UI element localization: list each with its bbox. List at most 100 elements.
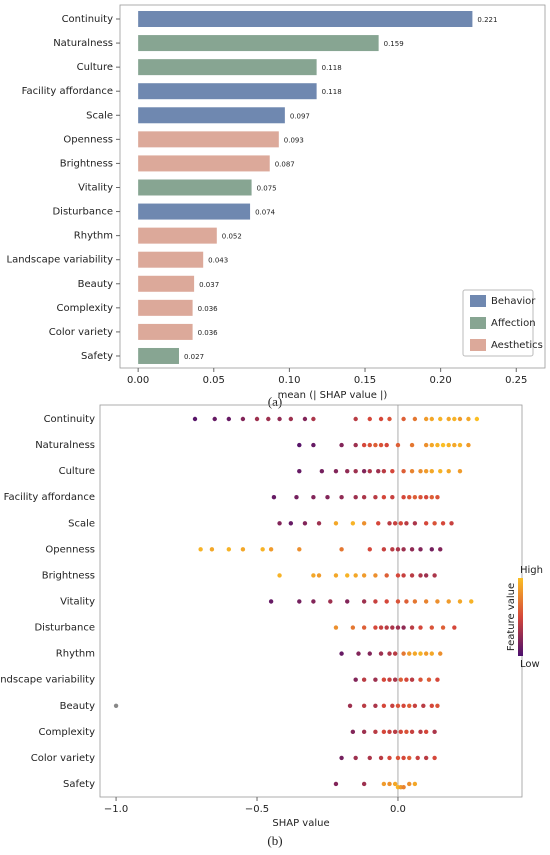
point <box>435 677 440 682</box>
point <box>381 468 387 474</box>
point <box>457 599 463 604</box>
point <box>395 547 401 552</box>
point <box>277 416 282 422</box>
point <box>418 651 423 656</box>
y-tick-label: Culture <box>77 62 113 73</box>
legend-swatch <box>470 339 486 351</box>
point <box>381 781 387 787</box>
point <box>277 573 282 578</box>
panel-caption: (b) <box>267 833 282 848</box>
bar <box>138 203 251 220</box>
x-tick-label: 0.00 <box>127 375 149 386</box>
point <box>401 416 406 422</box>
point <box>240 416 246 422</box>
point <box>429 547 434 552</box>
point <box>353 416 358 422</box>
x-axis-label: mean (| SHAP value |) <box>278 390 388 401</box>
colorbar-high: High <box>520 565 543 576</box>
point <box>381 547 387 552</box>
x-tick-label: −1.0 <box>104 804 128 815</box>
point <box>311 495 316 500</box>
point <box>350 729 356 735</box>
value-label: 0.052 <box>222 233 242 241</box>
point <box>395 442 401 448</box>
point <box>401 573 406 578</box>
point <box>401 703 406 708</box>
y-tick-label: Brightness <box>60 158 113 169</box>
point <box>466 416 471 422</box>
y-tick-label: Complexity <box>57 303 114 314</box>
bar <box>138 35 379 52</box>
point <box>423 599 429 604</box>
point <box>412 703 418 708</box>
point <box>409 442 415 448</box>
point <box>311 599 316 604</box>
point <box>407 651 412 656</box>
point <box>423 755 429 761</box>
point <box>423 442 429 448</box>
point <box>390 547 395 552</box>
point <box>266 416 271 422</box>
value-label: 0.036 <box>198 305 219 313</box>
point <box>423 521 429 526</box>
y-tick-label: Disturbance <box>34 623 95 634</box>
point <box>423 495 429 500</box>
point <box>373 599 378 604</box>
point <box>353 573 358 578</box>
x-tick-label: 0.20 <box>430 375 452 386</box>
point <box>466 442 471 448</box>
point <box>457 442 463 448</box>
point <box>319 468 325 474</box>
point <box>226 547 232 552</box>
point <box>367 547 372 552</box>
point <box>432 755 437 761</box>
bar <box>138 299 193 316</box>
point <box>373 729 378 735</box>
x-tick-label: 0.0 <box>390 804 406 815</box>
point <box>376 468 381 474</box>
point <box>412 416 418 422</box>
point <box>192 416 198 422</box>
point <box>423 573 429 578</box>
value-label: 0.093 <box>284 136 304 144</box>
point <box>435 703 440 708</box>
point <box>387 677 392 682</box>
point <box>438 416 443 422</box>
point <box>325 495 330 500</box>
point <box>407 495 412 500</box>
bar <box>138 251 204 268</box>
value-label: 0.037 <box>199 281 219 289</box>
x-tick-label: 0.10 <box>278 375 300 386</box>
point <box>392 651 398 656</box>
point <box>409 677 415 682</box>
value-label: 0.043 <box>208 257 228 265</box>
point <box>333 781 339 787</box>
point <box>361 599 367 604</box>
point <box>381 677 387 682</box>
point <box>452 625 457 630</box>
point <box>316 573 322 578</box>
point <box>423 416 429 422</box>
y-tick-label: Vitality <box>78 182 113 193</box>
point <box>350 625 356 630</box>
point <box>392 677 398 682</box>
point <box>429 495 434 500</box>
point <box>333 521 339 526</box>
point <box>361 442 367 448</box>
point <box>387 651 392 656</box>
y-tick-label: Rhythm <box>74 231 113 242</box>
legend-label: Affection <box>491 318 536 329</box>
point <box>404 677 409 682</box>
y-tick-label: Continuity <box>62 14 114 25</box>
y-tick-label: Beauty <box>78 279 113 290</box>
value-label: 0.118 <box>322 88 342 96</box>
point <box>449 521 454 526</box>
point <box>373 625 378 630</box>
point <box>409 468 415 474</box>
x-tick-label: 0.25 <box>505 375 527 386</box>
point <box>440 625 446 630</box>
point <box>361 781 367 787</box>
point <box>361 573 367 578</box>
point <box>378 416 384 422</box>
